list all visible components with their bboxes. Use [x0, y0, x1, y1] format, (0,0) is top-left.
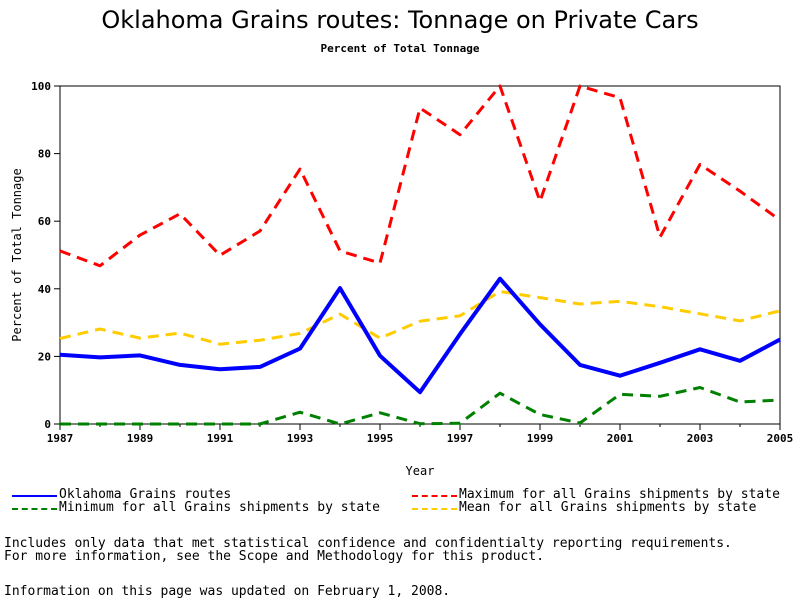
x-tick-label: 1999 [527, 432, 554, 445]
x-tick-label: 1993 [287, 432, 314, 445]
x-tick-label: 2001 [607, 432, 634, 445]
plot-frame [59, 85, 781, 425]
legend-swatch-maximum [412, 495, 457, 497]
legend-label-mean: Mean for all Grains shipments by state [459, 500, 757, 515]
legend-swatch-oklahoma [12, 495, 57, 497]
x-axis-label: Year [406, 464, 435, 478]
y-axis: 0 20 40 60 80 100 [31, 80, 60, 431]
x-axis: 1987 1989 1991 1993 1995 1997 1999 2001 2003 2005 [47, 424, 794, 445]
series-line-3 [59, 290, 781, 346]
x-tick-label: 2005 [767, 432, 794, 445]
x-tick-label: 1987 [47, 432, 74, 445]
series-group [59, 84, 781, 426]
y-tick-label: 20 [38, 350, 51, 363]
y-tick-label: 0 [44, 418, 51, 431]
x-tick-label: 1997 [447, 432, 474, 445]
y-tick-label: 40 [38, 283, 51, 296]
legend-swatch-minimum [12, 508, 57, 510]
y-tick-label: 100 [31, 80, 51, 93]
x-tick-label: 1989 [127, 432, 154, 445]
x-tick-label: 2003 [687, 432, 714, 445]
series-line-1 [59, 84, 781, 268]
y-tick-label: 60 [38, 215, 51, 228]
x-tick-label: 1991 [207, 432, 234, 445]
y-axis-label: Percent of Total Tonnage [10, 168, 24, 341]
series-line-0 [59, 276, 781, 395]
note-updated: Information on this page was updated on … [4, 584, 451, 599]
chart-subtitle: Percent of Total Tonnage [320, 42, 480, 55]
y-tick-label: 80 [38, 148, 51, 161]
series-line-2 [60, 386, 781, 426]
x-tick-label: 1995 [367, 432, 394, 445]
note-more-info: For more information, see the Scope and … [4, 549, 545, 564]
chart-title: Oklahoma Grains routes: Tonnage on Priva… [101, 6, 699, 34]
line-chart: 0 20 40 60 80 100 1987 1989 1991 1993 1995 1997 199… [10, 80, 794, 478]
note-confidence: Includes only data that met statistical … [4, 536, 732, 551]
legend-label-maximum: Maximum for all Grains shipments by stat… [459, 487, 780, 502]
legend-label-minimum: Minimum for all Grains shipments by stat… [59, 500, 380, 515]
legend-label-oklahoma: Oklahoma Grains routes [59, 487, 232, 502]
legend-swatch-mean [412, 508, 457, 510]
